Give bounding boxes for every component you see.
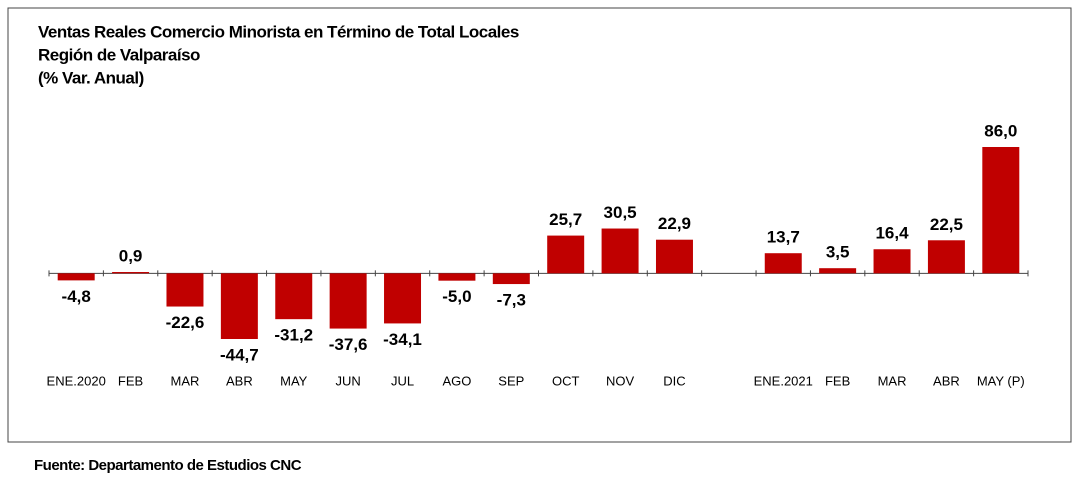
value-label: -44,7 <box>220 345 259 364</box>
x-tick-label: AGO <box>442 373 471 388</box>
value-label: -22,6 <box>166 313 205 332</box>
bar <box>547 235 585 274</box>
bar <box>601 228 639 274</box>
x-tick-label: DIC <box>663 373 685 388</box>
bar <box>57 273 95 281</box>
bar <box>112 272 150 274</box>
bar <box>438 273 476 281</box>
x-tick-label: MAY <box>280 373 308 388</box>
value-label: 0,9 <box>119 246 143 265</box>
value-label: 16,4 <box>875 224 909 243</box>
value-label: -7,3 <box>497 291 526 310</box>
bar <box>873 249 911 274</box>
bar <box>329 273 367 329</box>
unit-label: (% Var. Anual) <box>38 68 144 87</box>
bar <box>384 273 422 324</box>
x-tick-label: ABR <box>226 373 253 388</box>
x-tick-label: FEB <box>118 373 143 388</box>
x-tick-label: ENE.2021 <box>754 373 813 388</box>
value-label: 22,9 <box>658 214 691 233</box>
chart-frame <box>7 7 1072 443</box>
value-label: 25,7 <box>549 210 582 229</box>
chart-subtitle: Región de Valparaíso <box>38 45 200 64</box>
value-label: 22,5 <box>930 215 963 234</box>
bar <box>927 240 965 274</box>
bar <box>655 239 693 274</box>
bar <box>492 273 530 285</box>
value-label: -37,6 <box>329 335 368 354</box>
x-tick-label: FEB <box>825 373 850 388</box>
bar <box>982 147 1020 274</box>
value-label: 86,0 <box>984 121 1017 140</box>
x-tick-label: JUL <box>391 373 414 388</box>
value-label: -34,1 <box>383 330 422 349</box>
bar <box>764 253 802 274</box>
x-tick-label: NOV <box>606 373 635 388</box>
value-label: -4,8 <box>62 287 91 306</box>
x-tick-label: JUN <box>335 373 360 388</box>
x-tick-label: ABR <box>933 373 960 388</box>
x-tick-label: MAR <box>171 373 200 388</box>
value-label: 3,5 <box>826 243 850 262</box>
value-label: -31,2 <box>274 326 313 345</box>
value-label: 13,7 <box>767 228 800 247</box>
value-label: -5,0 <box>442 287 471 306</box>
bar <box>166 273 204 307</box>
bar <box>275 273 313 320</box>
value-label: 30,5 <box>604 203 637 222</box>
chart-title: Ventas Reales Comercio Minorista en Térm… <box>38 22 519 41</box>
x-tick-label: MAY (P) <box>977 373 1025 388</box>
x-tick-label: MAR <box>878 373 907 388</box>
bar <box>819 268 857 274</box>
x-tick-label: OCT <box>552 373 580 388</box>
source-note: Fuente: Departamento de Estudios CNC <box>34 457 302 474</box>
x-tick-label: ENE.2020 <box>47 373 106 388</box>
bar <box>220 273 258 339</box>
x-tick-label: SEP <box>498 373 524 388</box>
